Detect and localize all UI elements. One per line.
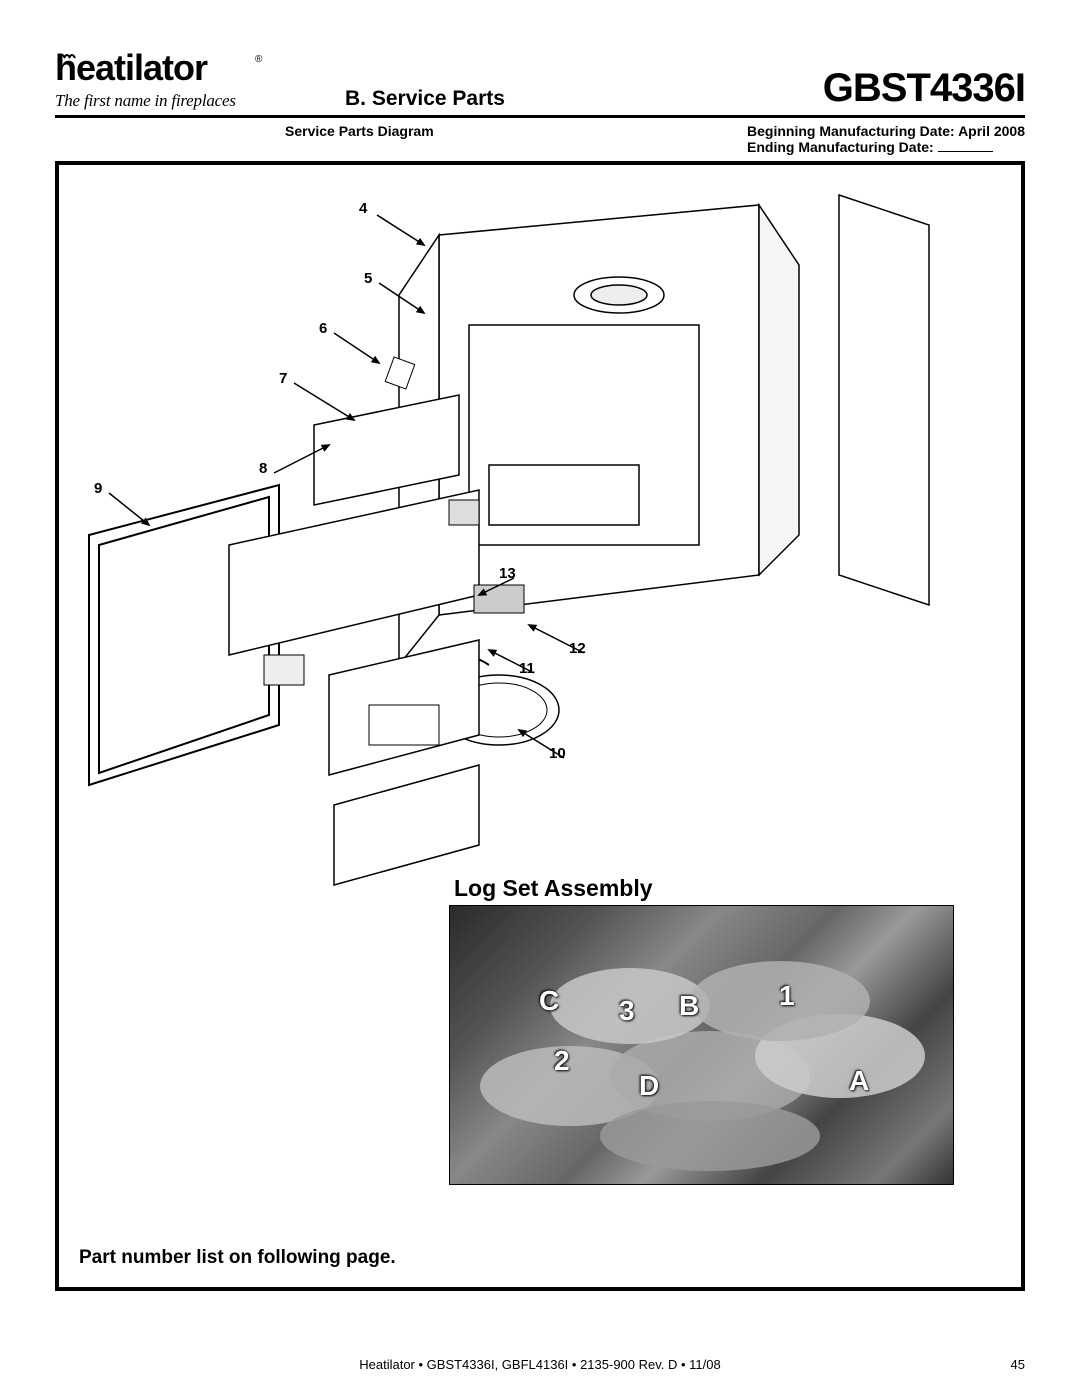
callout-9: 9 (94, 480, 102, 497)
log-label-3: 3 (619, 995, 635, 1027)
subheader-left: Service Parts Diagram (285, 123, 434, 155)
header-rule (55, 115, 1025, 118)
svg-text:heatilator: heatilator (55, 50, 208, 88)
section-title: B. Service Parts (275, 87, 823, 111)
brand-tagline: The first name in fireplaces (55, 91, 275, 111)
blank-line (938, 151, 993, 152)
log-label-1: 1 (779, 980, 795, 1012)
svg-text:®: ® (255, 54, 263, 65)
page-header: heatilator ® The first name in fireplace… (55, 50, 1025, 111)
footer-text: Heatilator • GBST4336I, GBFL4136I • 2135… (359, 1357, 720, 1372)
subheader-right: Beginning Manufacturing Date: April 2008… (747, 123, 1025, 155)
log-label-C: C (539, 985, 559, 1017)
brand-logo-svg: heatilator ® (55, 50, 275, 91)
mfg-end-date: Ending Manufacturing Date: (747, 139, 1025, 155)
mfg-begin-date: Beginning Manufacturing Date: April 2008 (747, 123, 1025, 139)
log-set-photo (449, 905, 954, 1185)
brand-logo: heatilator ® The first name in fireplace… (55, 50, 275, 111)
service-parts-diagram-frame: 45678913121110 Log Set Assembly Part num… (55, 161, 1025, 1291)
log-label-2: 2 (554, 1045, 570, 1077)
callout-11: 11 (519, 660, 535, 677)
part-list-footnote: Part number list on following page. (79, 1247, 396, 1269)
callout-4: 4 (359, 200, 367, 217)
page-footer: Heatilator • GBST4336I, GBFL4136I • 2135… (55, 1357, 1025, 1372)
page-number: 45 (1011, 1357, 1025, 1372)
callout-8: 8 (259, 460, 267, 477)
log-label-B: B (679, 990, 699, 1022)
model-number: GBST4336I (823, 66, 1025, 111)
log-label-D: D (639, 1070, 659, 1102)
log-set-title: Log Set Assembly (454, 875, 653, 902)
subheader-row: Service Parts Diagram Beginning Manufact… (285, 123, 1025, 155)
callout-13: 13 (499, 565, 516, 582)
callout-7: 7 (279, 370, 287, 387)
callout-5: 5 (364, 270, 372, 287)
callout-10: 10 (549, 745, 566, 762)
callout-12: 12 (569, 640, 586, 657)
callout-6: 6 (319, 320, 327, 337)
log-label-A: A (849, 1065, 869, 1097)
